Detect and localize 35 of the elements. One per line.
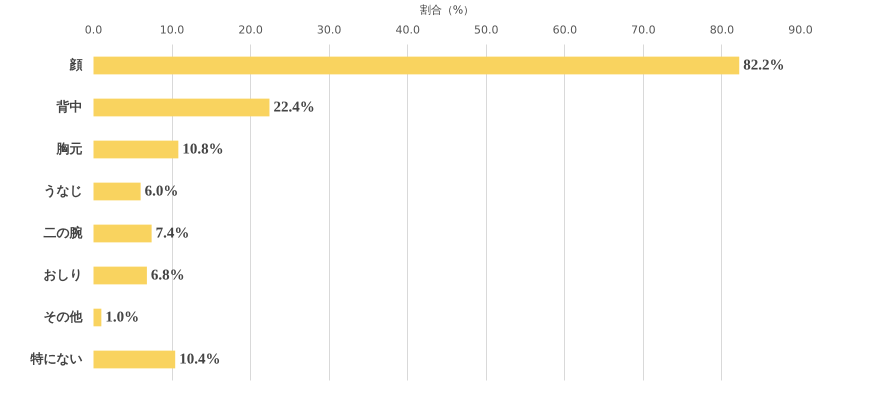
x-tick-label: 40.0 bbox=[395, 24, 420, 36]
data-label: 82.2% bbox=[743, 58, 784, 74]
data-label: 1.0% bbox=[105, 310, 140, 326]
data-label: 10.8% bbox=[182, 142, 224, 158]
y-tick-label: 背中 bbox=[56, 99, 82, 115]
bar bbox=[94, 224, 152, 242]
x-tick-label: 80.0 bbox=[710, 24, 734, 36]
y-tick-label: その他 bbox=[44, 310, 84, 325]
x-tick-label: 20.0 bbox=[238, 24, 263, 36]
y-tick-label: 特にない bbox=[30, 352, 82, 367]
data-label: 10.4% bbox=[179, 352, 220, 368]
bar bbox=[94, 98, 270, 116]
data-label: 7.4% bbox=[156, 226, 190, 242]
data-label: 6.8% bbox=[150, 268, 185, 284]
x-tick-label: 10.0 bbox=[160, 24, 184, 36]
y-tick-label: おしり bbox=[44, 268, 82, 283]
y-tick-label: 胸元 bbox=[56, 142, 82, 157]
x-tick-label: 60.0 bbox=[552, 24, 578, 36]
bar bbox=[94, 56, 740, 74]
bar bbox=[94, 140, 178, 158]
y-tick-label: 二の腕 bbox=[44, 225, 84, 241]
bar bbox=[94, 308, 102, 326]
data-label: 22.4% bbox=[273, 100, 315, 116]
x-tick-label: 30.0 bbox=[316, 24, 342, 36]
x-tick-label: 50.0 bbox=[474, 24, 499, 36]
data-label: 6.0% bbox=[144, 184, 178, 200]
bar bbox=[94, 350, 176, 368]
x-tick-label: 0.0 bbox=[84, 24, 102, 36]
bar bbox=[94, 182, 141, 200]
x-axis-title: 割合（%） bbox=[420, 4, 474, 16]
x-tick-label: 70.0 bbox=[631, 24, 656, 36]
bar bbox=[94, 266, 147, 284]
x-tick-label: 90.0 bbox=[788, 24, 813, 36]
y-tick-label: うなじ bbox=[44, 184, 82, 199]
y-tick-label: 顔 bbox=[68, 57, 82, 73]
